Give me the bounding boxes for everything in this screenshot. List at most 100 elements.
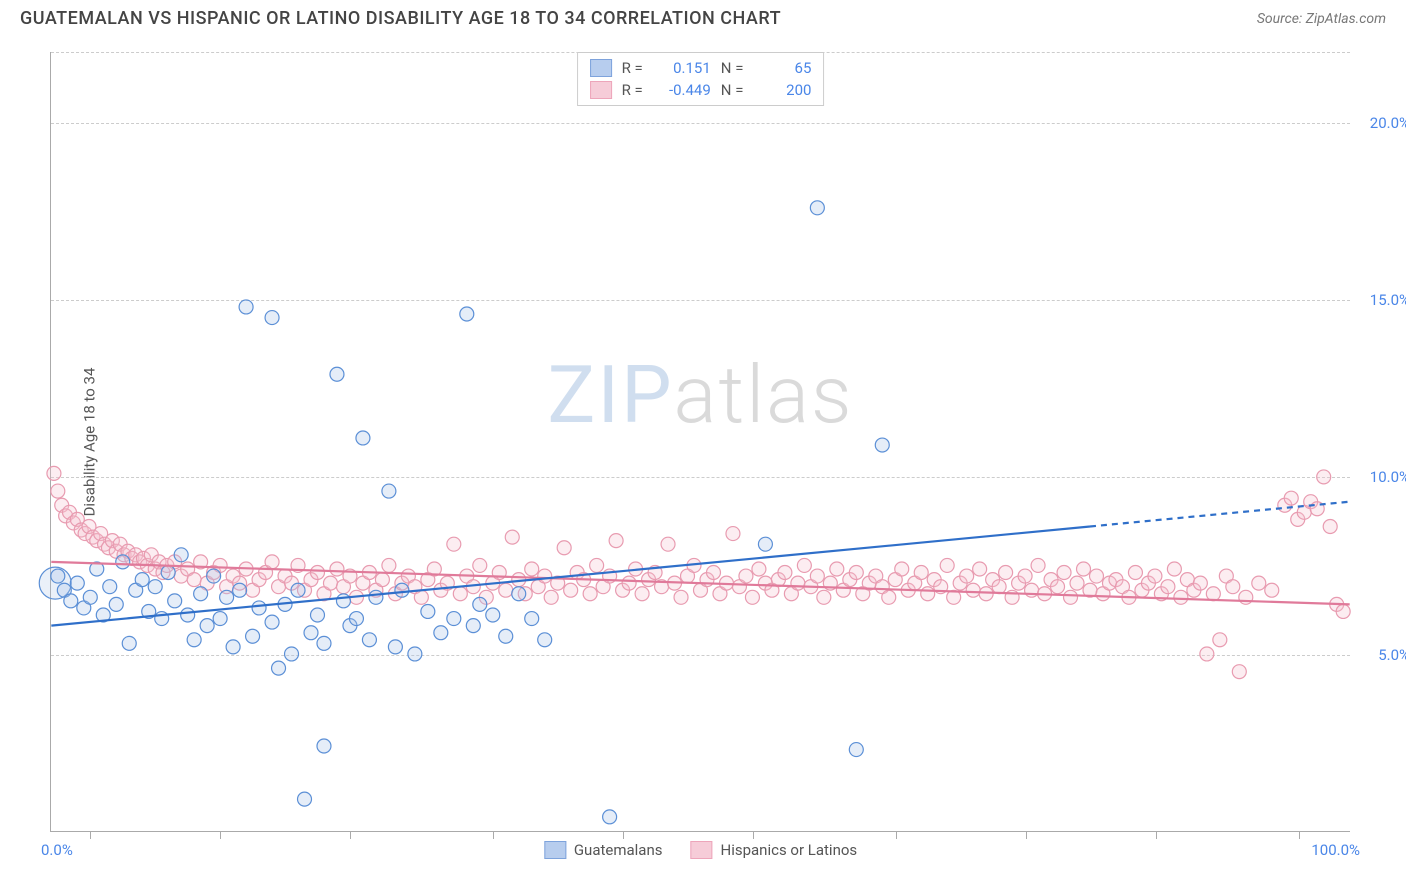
- scatter-point: [1031, 558, 1045, 572]
- scatter-point: [362, 633, 376, 647]
- scatter-point: [265, 615, 279, 629]
- legend-correlation-box: R = 0.151 N = 65 R = -0.449 N = 200: [577, 52, 825, 106]
- scatter-point: [304, 626, 318, 640]
- scatter-point: [187, 633, 201, 647]
- scatter-point: [51, 569, 65, 583]
- scatter-point: [895, 562, 909, 576]
- y-tick-label: 20.0%: [1370, 114, 1406, 132]
- scatter-point: [1174, 590, 1188, 604]
- x-tick: [220, 831, 221, 839]
- scatter-point: [252, 601, 266, 615]
- scatter-point: [194, 587, 208, 601]
- scatter-point: [661, 537, 675, 551]
- y-tick-label: 15.0%: [1370, 291, 1406, 309]
- scatter-point: [1077, 562, 1091, 576]
- scatter-point: [778, 566, 792, 580]
- r-label-pink: R =: [622, 81, 643, 99]
- scatter-point: [752, 562, 766, 576]
- scatter-point: [1070, 576, 1084, 590]
- scatter-point: [311, 608, 325, 622]
- scatter-point: [1336, 604, 1350, 618]
- scatter-svg: [51, 52, 1350, 831]
- scatter-point: [609, 534, 623, 548]
- scatter-point: [960, 569, 974, 583]
- r-label-blue: R =: [622, 59, 643, 77]
- legend-blue-label: Guatemalans: [574, 841, 663, 859]
- legend-row-blue: R = 0.151 N = 65: [590, 57, 812, 79]
- scatter-point: [317, 636, 331, 650]
- scatter-point: [1148, 569, 1162, 583]
- x-tick: [350, 831, 351, 839]
- scatter-point: [1213, 633, 1227, 647]
- scatter-point: [323, 576, 337, 590]
- scatter-point: [525, 612, 539, 626]
- scatter-point: [291, 583, 305, 597]
- scatter-point: [1167, 562, 1181, 576]
- scatter-point: [505, 530, 519, 544]
- scatter-point: [70, 576, 84, 590]
- n-label-pink: N =: [721, 81, 744, 99]
- scatter-point: [466, 619, 480, 633]
- scatter-point: [1200, 647, 1214, 661]
- scatter-point: [1051, 580, 1065, 594]
- scatter-point: [447, 537, 461, 551]
- x-tick: [1156, 831, 1157, 839]
- scatter-point: [973, 562, 987, 576]
- scatter-point: [388, 640, 402, 654]
- r-value-blue: 0.151: [653, 59, 711, 77]
- scatter-point: [921, 587, 935, 601]
- scatter-point: [486, 608, 500, 622]
- scatter-point: [1064, 590, 1078, 604]
- scatter-point: [603, 810, 617, 824]
- chart-plot-area: Disability Age 18 to 34 ZIPatlas 5.0%10.…: [50, 52, 1350, 832]
- scatter-point: [538, 633, 552, 647]
- swatch-blue: [590, 59, 612, 77]
- scatter-point: [499, 629, 513, 643]
- scatter-point: [1226, 580, 1240, 594]
- scatter-point: [512, 587, 526, 601]
- scatter-point: [473, 558, 487, 572]
- scatter-point: [817, 590, 831, 604]
- scatter-point: [1018, 569, 1032, 583]
- scatter-point: [265, 555, 279, 569]
- scatter-point: [421, 604, 435, 618]
- scatter-point: [1317, 470, 1331, 484]
- scatter-point: [285, 647, 299, 661]
- legend-row-pink: R = -0.449 N = 200: [590, 79, 812, 101]
- x-tick: [90, 831, 91, 839]
- scatter-point: [564, 583, 578, 597]
- x-tick: [1299, 831, 1300, 839]
- scatter-point: [745, 590, 759, 604]
- scatter-point: [590, 558, 604, 572]
- scatter-point: [758, 537, 772, 551]
- scatter-point: [875, 438, 889, 452]
- legend-bottom: Guatemalans Hispanics or Latinos: [544, 841, 857, 859]
- scatter-point: [336, 594, 350, 608]
- x-axis-max-label: 100.0%: [1311, 841, 1360, 859]
- scatter-point: [810, 201, 824, 215]
- swatch-pink-icon: [691, 841, 713, 859]
- scatter-point: [1090, 569, 1104, 583]
- scatter-point: [810, 569, 824, 583]
- scatter-point: [408, 647, 422, 661]
- scatter-point: [220, 590, 234, 604]
- scatter-point: [375, 573, 389, 587]
- scatter-point: [726, 527, 740, 541]
- n-value-blue: 65: [753, 59, 811, 77]
- y-tick-label: 5.0%: [1378, 646, 1406, 664]
- scatter-point: [460, 307, 474, 321]
- scatter-point: [168, 594, 182, 608]
- scatter-point: [233, 583, 247, 597]
- scatter-point: [1161, 580, 1175, 594]
- scatter-point: [103, 580, 117, 594]
- scatter-point: [47, 466, 61, 480]
- scatter-point: [635, 587, 649, 601]
- scatter-point: [1128, 566, 1142, 580]
- x-tick: [623, 831, 624, 839]
- scatter-point: [882, 590, 896, 604]
- scatter-point: [706, 566, 720, 580]
- scatter-point: [395, 583, 409, 597]
- r-value-pink: -0.449: [653, 81, 711, 99]
- scatter-point: [226, 640, 240, 654]
- x-tick: [493, 831, 494, 839]
